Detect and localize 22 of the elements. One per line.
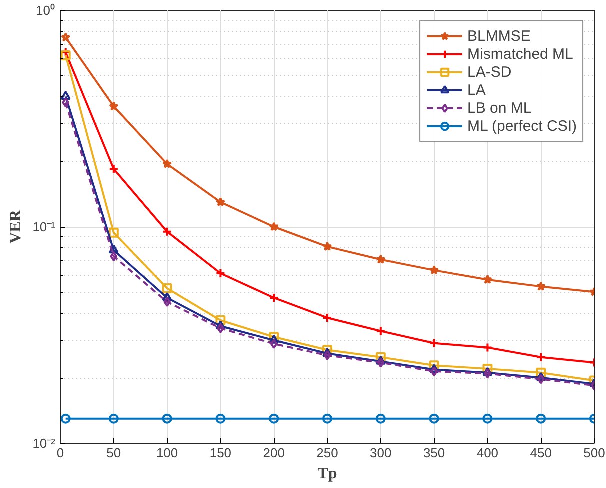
legend-label: Mismatched ML bbox=[468, 45, 574, 63]
x-tick-label: 350 bbox=[423, 446, 446, 460]
x-tick-label: 200 bbox=[263, 446, 285, 460]
x-axis-title: Tp bbox=[318, 466, 338, 482]
x-tick-label: 450 bbox=[530, 446, 552, 460]
x-tick-label: 50 bbox=[106, 446, 122, 460]
legend-label: BLMMSE bbox=[468, 27, 531, 45]
y-tick-label: 10⁻¹ bbox=[32, 220, 56, 234]
x-tick-label: 300 bbox=[370, 446, 392, 460]
y-axis-title: VER bbox=[8, 210, 25, 244]
x-tick-label: 250 bbox=[316, 446, 338, 460]
y-tick-label: 10⁻² bbox=[32, 436, 56, 451]
legend-label: ML (perfect CSI) bbox=[468, 117, 577, 135]
x-tick-label: 150 bbox=[210, 446, 232, 460]
x-tick-label: 500 bbox=[584, 446, 606, 460]
legend-label: LB on ML bbox=[468, 99, 532, 117]
y-tick-label: 10⁰ bbox=[36, 3, 56, 18]
legend-label: LA-SD bbox=[468, 63, 512, 81]
x-tick-label: 400 bbox=[476, 446, 499, 460]
legend-label: LA bbox=[468, 81, 487, 99]
x-tick-label: 0 bbox=[56, 446, 64, 460]
x-tick-label: 100 bbox=[156, 446, 178, 460]
